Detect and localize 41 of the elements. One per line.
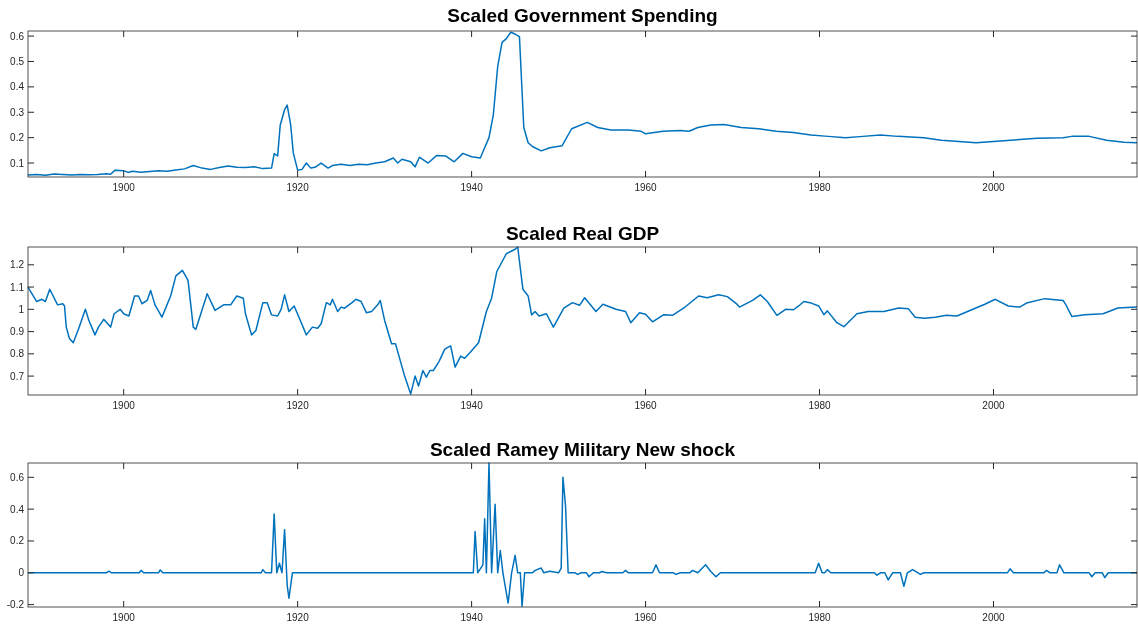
- chart-title: Scaled Government Spending: [447, 5, 718, 26]
- x-tick-label: 1960: [634, 612, 658, 623]
- x-tick-label: 1940: [460, 612, 484, 623]
- x-tick-label: 1900: [112, 612, 136, 623]
- y-tick-label: 0: [18, 567, 25, 579]
- y-tick-label: 1.2: [10, 259, 25, 271]
- x-tick-label: 1980: [808, 400, 832, 411]
- line-series: [27, 246, 1138, 395]
- x-tick-label: 1920: [286, 612, 310, 623]
- y-tick-label: 1: [18, 303, 25, 315]
- y-tick-label: 0.4: [10, 503, 25, 515]
- y-tick-label: 0.2: [10, 535, 25, 547]
- y-tick-label: 0.8: [10, 348, 25, 360]
- y-tick-label: 0.4: [10, 81, 25, 93]
- chart-title: Scaled Ramey Military New shock: [429, 439, 736, 460]
- x-tick-label: 1900: [112, 182, 136, 193]
- y-tick-label: 0.3: [10, 106, 25, 118]
- y-tick-label: 0.9: [10, 326, 25, 338]
- x-tick-label: 2000: [982, 400, 1006, 411]
- y-tick-label: 0.2: [10, 132, 25, 144]
- x-tick-label: 1920: [286, 400, 310, 411]
- y-tick-label: 1.1: [10, 281, 25, 293]
- y-tick-label: -0.2: [6, 599, 25, 611]
- line-series: [27, 462, 1138, 607]
- y-tick-label: 0.1: [10, 157, 25, 169]
- y-tick-label: 0.6: [10, 471, 25, 483]
- chart-title: Scaled Real GDP: [505, 223, 660, 244]
- y-tick-label: 0.5: [10, 55, 25, 67]
- x-tick-label: 1940: [460, 182, 484, 193]
- line-series: [27, 31, 1138, 176]
- x-tick-label: 2000: [982, 182, 1006, 193]
- x-tick-label: 1980: [808, 182, 832, 193]
- y-tick-label: 0.6: [10, 30, 25, 42]
- x-tick-label: 1920: [286, 182, 310, 193]
- x-tick-label: 1960: [634, 182, 658, 193]
- x-tick-label: 1960: [634, 400, 658, 411]
- x-tick-label: 2000: [982, 612, 1006, 623]
- x-tick-label: 1900: [112, 400, 136, 411]
- x-tick-label: 1980: [808, 612, 832, 623]
- x-tick-label: 1940: [460, 400, 484, 411]
- y-tick-label: 0.7: [10, 370, 25, 382]
